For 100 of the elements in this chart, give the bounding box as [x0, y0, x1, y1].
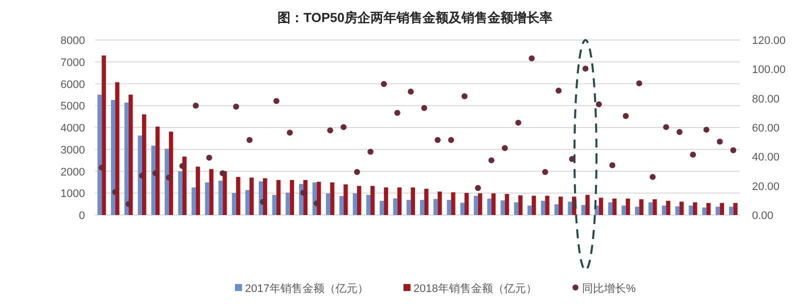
y-tick-label: 1000 — [60, 188, 85, 200]
point — [650, 174, 656, 180]
point — [730, 147, 736, 154]
bar — [182, 156, 187, 215]
bar — [410, 187, 415, 215]
point — [448, 137, 454, 144]
y2-tick-label: 0.00 — [752, 210, 774, 222]
y2-tick-label: 120.00 — [752, 35, 786, 47]
bar — [326, 193, 330, 215]
point — [636, 80, 642, 86]
point — [676, 129, 683, 136]
bar — [716, 206, 720, 215]
bar — [608, 202, 612, 215]
bar — [316, 182, 321, 215]
bar — [675, 206, 680, 215]
bar — [514, 202, 518, 215]
point — [703, 126, 710, 133]
bar — [622, 206, 626, 215]
bar — [491, 193, 496, 215]
bar — [205, 182, 210, 215]
bar — [124, 102, 129, 215]
y2-tick-label: 60.00 — [752, 122, 780, 134]
bar — [460, 202, 465, 215]
bar — [102, 56, 106, 215]
point — [474, 185, 481, 192]
bar — [438, 192, 442, 215]
point — [663, 124, 670, 130]
bar — [433, 199, 438, 215]
bar — [612, 198, 617, 215]
bar — [540, 200, 546, 215]
y-tick-label: 2000 — [60, 166, 85, 178]
bar — [366, 194, 370, 215]
bar — [568, 202, 572, 215]
bar — [532, 196, 536, 215]
point — [622, 112, 629, 119]
y-tick-label: 8000 — [60, 35, 85, 47]
bar — [344, 184, 348, 215]
point — [152, 170, 158, 176]
bar — [545, 196, 550, 215]
point — [112, 188, 118, 195]
bar — [272, 194, 276, 215]
bar — [733, 202, 738, 215]
bar — [504, 194, 510, 215]
point — [206, 154, 212, 161]
point — [233, 104, 240, 110]
bar — [115, 82, 120, 215]
bar — [662, 206, 666, 215]
bar — [192, 187, 196, 215]
bar — [339, 196, 344, 215]
point — [596, 101, 602, 108]
point — [220, 170, 226, 176]
y-tick-label: 4000 — [60, 122, 85, 134]
bar — [218, 180, 223, 215]
bar — [155, 126, 160, 215]
bar — [500, 200, 505, 215]
bar — [639, 199, 644, 215]
bar — [196, 166, 200, 215]
point — [488, 157, 494, 164]
point — [582, 66, 588, 72]
bar — [420, 200, 424, 215]
point — [192, 102, 199, 109]
bar — [110, 100, 116, 215]
point — [354, 168, 360, 175]
bar — [397, 187, 402, 215]
bar — [464, 192, 469, 215]
point — [394, 110, 400, 116]
point — [126, 201, 132, 208]
point — [246, 137, 253, 144]
bar — [286, 192, 290, 215]
bar — [151, 146, 156, 215]
bar — [554, 204, 559, 215]
bar — [232, 192, 236, 215]
bar — [352, 193, 358, 215]
point — [462, 93, 468, 100]
bar — [393, 198, 398, 215]
bar — [729, 206, 734, 215]
point — [434, 137, 441, 144]
bar — [558, 196, 563, 215]
point — [515, 120, 522, 126]
point — [300, 190, 306, 196]
bar — [451, 192, 456, 215]
point — [421, 104, 428, 111]
point — [542, 168, 548, 175]
bar — [98, 94, 102, 215]
bar — [702, 208, 706, 215]
bar — [635, 206, 640, 215]
point — [286, 130, 293, 136]
y-tick-label: 3000 — [60, 144, 85, 156]
bar — [706, 202, 711, 215]
point — [502, 145, 508, 152]
bar — [357, 186, 362, 215]
y-tick-label: 0 — [78, 210, 85, 222]
point — [166, 174, 172, 181]
point — [340, 124, 347, 130]
bar — [474, 196, 478, 215]
bar — [250, 178, 254, 215]
bar — [178, 171, 182, 215]
point — [314, 200, 320, 206]
bar — [406, 200, 411, 215]
legend-item: 2018年销售金额（亿元） — [403, 283, 537, 295]
